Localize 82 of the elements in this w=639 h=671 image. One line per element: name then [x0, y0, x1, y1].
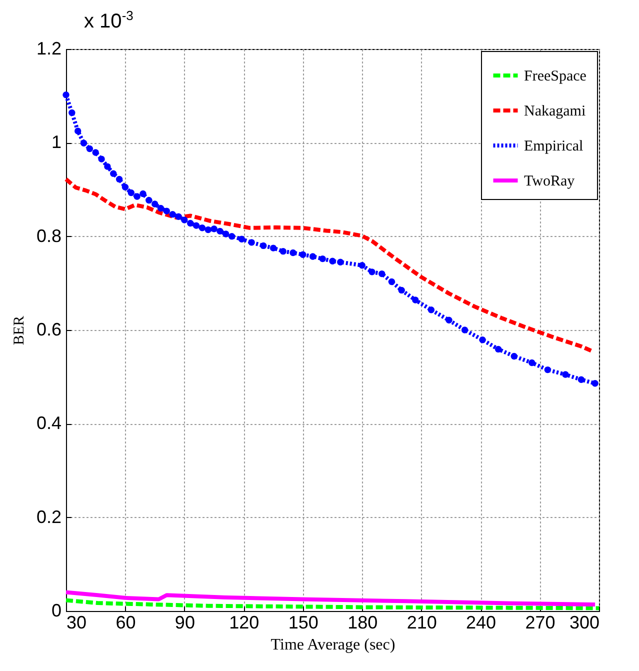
point — [494, 346, 502, 353]
legend-label: Nakagami — [524, 104, 586, 120]
x-tick-label: 210 — [406, 612, 437, 632]
point — [479, 336, 486, 344]
point — [128, 189, 134, 196]
point — [86, 145, 94, 152]
point — [140, 190, 146, 198]
point — [280, 248, 286, 255]
point — [122, 184, 129, 191]
point — [238, 236, 246, 242]
legend-label: Empirical — [524, 138, 584, 154]
point — [300, 251, 306, 258]
x-tick-label: 270 — [525, 612, 556, 632]
x-tick-label: 60 — [116, 612, 136, 632]
point — [248, 239, 255, 246]
x-tick-label: 120 — [229, 612, 260, 632]
point — [528, 359, 536, 366]
point — [388, 278, 396, 286]
point — [74, 128, 82, 134]
y-tick-label: 0.4 — [36, 413, 62, 434]
point — [134, 193, 140, 200]
point — [187, 220, 194, 227]
x-tick-label: 240 — [466, 612, 496, 632]
point — [151, 200, 158, 208]
point — [198, 224, 206, 232]
axis-exponent: x 10$^{-3}$ — [84, 8, 134, 34]
point — [592, 380, 598, 387]
point — [216, 228, 224, 235]
y-tick-label: 0.2 — [36, 506, 62, 527]
point — [175, 213, 182, 220]
point — [398, 286, 405, 294]
x-tick-label: 90 — [174, 612, 195, 632]
point — [98, 156, 105, 162]
point — [92, 149, 99, 156]
point — [510, 352, 518, 360]
point — [428, 306, 435, 314]
point — [62, 92, 70, 98]
point — [578, 376, 585, 383]
point — [446, 316, 452, 324]
x-tick-label: 180 — [348, 612, 378, 632]
point — [80, 140, 88, 146]
x-tick-label: 300 — [569, 612, 600, 632]
point — [412, 296, 419, 304]
point — [358, 262, 366, 269]
point — [461, 326, 468, 334]
point — [146, 196, 152, 204]
point — [104, 163, 111, 170]
point — [210, 225, 218, 232]
point — [169, 210, 176, 218]
legend-label: FreeSpace — [524, 68, 587, 84]
point — [68, 109, 76, 116]
point — [378, 270, 386, 278]
y-tick-label: 0.6 — [36, 320, 62, 340]
point — [181, 216, 188, 224]
point — [157, 204, 164, 212]
point — [562, 371, 569, 378]
point — [116, 176, 123, 183]
point — [309, 253, 316, 260]
point — [319, 255, 326, 262]
y-tick-label: 1.2 — [36, 38, 62, 58]
y-tick-label: 0 — [51, 600, 62, 620]
y-axis-title: BER — [11, 316, 28, 346]
point — [337, 258, 344, 266]
point — [260, 242, 267, 250]
point — [204, 226, 212, 234]
point — [228, 232, 236, 240]
line-series — [64, 590, 598, 606]
point — [368, 268, 376, 276]
y-tick-label: 1 — [51, 132, 62, 152]
point — [290, 249, 296, 256]
y-tick-label: 0.8 — [36, 226, 62, 246]
x-axis-title: Time Average (sec) — [270, 636, 396, 654]
legend-label: TwoRay — [524, 174, 576, 190]
point — [163, 208, 170, 214]
point — [270, 244, 277, 252]
point — [222, 230, 230, 238]
point — [110, 170, 117, 177]
point — [329, 258, 336, 264]
point — [192, 222, 200, 229]
x-tick-label: 150 — [288, 612, 318, 632]
x-tick-label: 30 — [66, 612, 87, 632]
point — [544, 366, 552, 374]
